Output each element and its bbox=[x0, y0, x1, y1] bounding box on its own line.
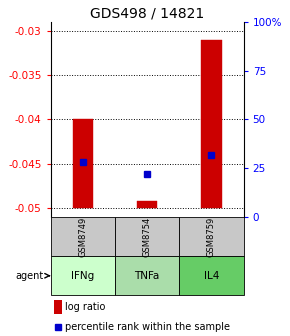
Text: GSM8759: GSM8759 bbox=[207, 216, 216, 257]
Text: IFNg: IFNg bbox=[71, 271, 95, 281]
Text: log ratio: log ratio bbox=[65, 302, 105, 312]
Bar bbox=[72, 120, 93, 208]
Text: GSM8754: GSM8754 bbox=[143, 216, 152, 257]
Bar bbox=[54, 300, 62, 314]
Text: agent: agent bbox=[15, 271, 50, 281]
Bar bbox=[115, 256, 179, 295]
Bar bbox=[137, 201, 157, 208]
Text: percentile rank within the sample: percentile rank within the sample bbox=[65, 322, 230, 332]
Title: GDS498 / 14821: GDS498 / 14821 bbox=[90, 7, 204, 21]
Bar bbox=[179, 217, 244, 256]
Text: GSM8749: GSM8749 bbox=[78, 216, 87, 257]
Bar bbox=[201, 40, 222, 208]
Text: TNFa: TNFa bbox=[135, 271, 160, 281]
Bar bbox=[115, 217, 179, 256]
Bar bbox=[51, 217, 115, 256]
Text: IL4: IL4 bbox=[204, 271, 219, 281]
Bar bbox=[179, 256, 244, 295]
Bar bbox=[51, 256, 115, 295]
